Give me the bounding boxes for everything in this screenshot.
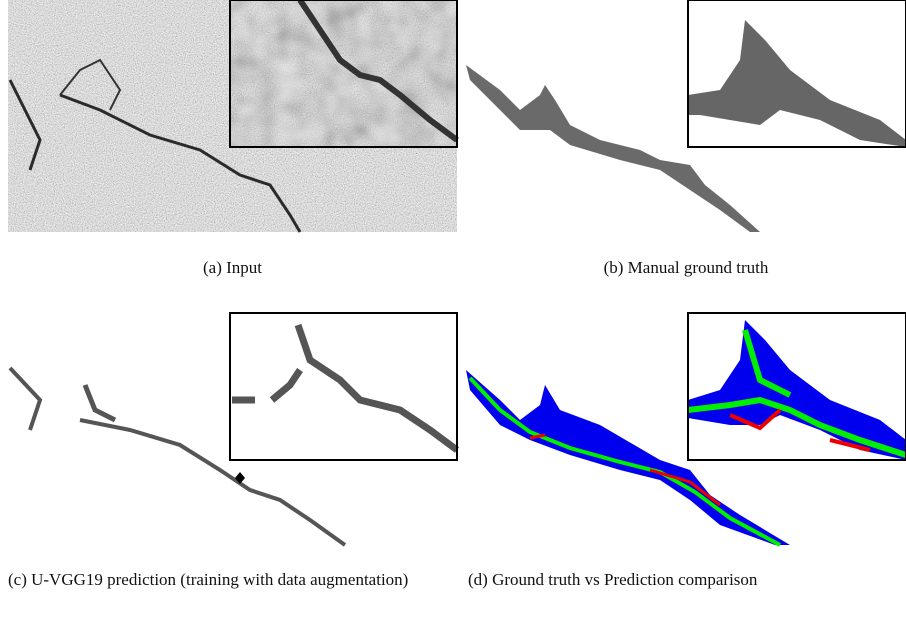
prediction-image: [8, 312, 460, 547]
caption: (a) Input: [202, 258, 262, 277]
input-image: [8, 0, 459, 233]
comparison-image: [466, 312, 906, 547]
caption: (d) Ground truth vs Prediction compariso…: [468, 570, 758, 589]
caption: (b) Manual ground truth: [603, 258, 769, 277]
caption: (c) U-VGG19 prediction (training with da…: [8, 570, 409, 589]
ground-truth-image: [466, 0, 906, 232]
